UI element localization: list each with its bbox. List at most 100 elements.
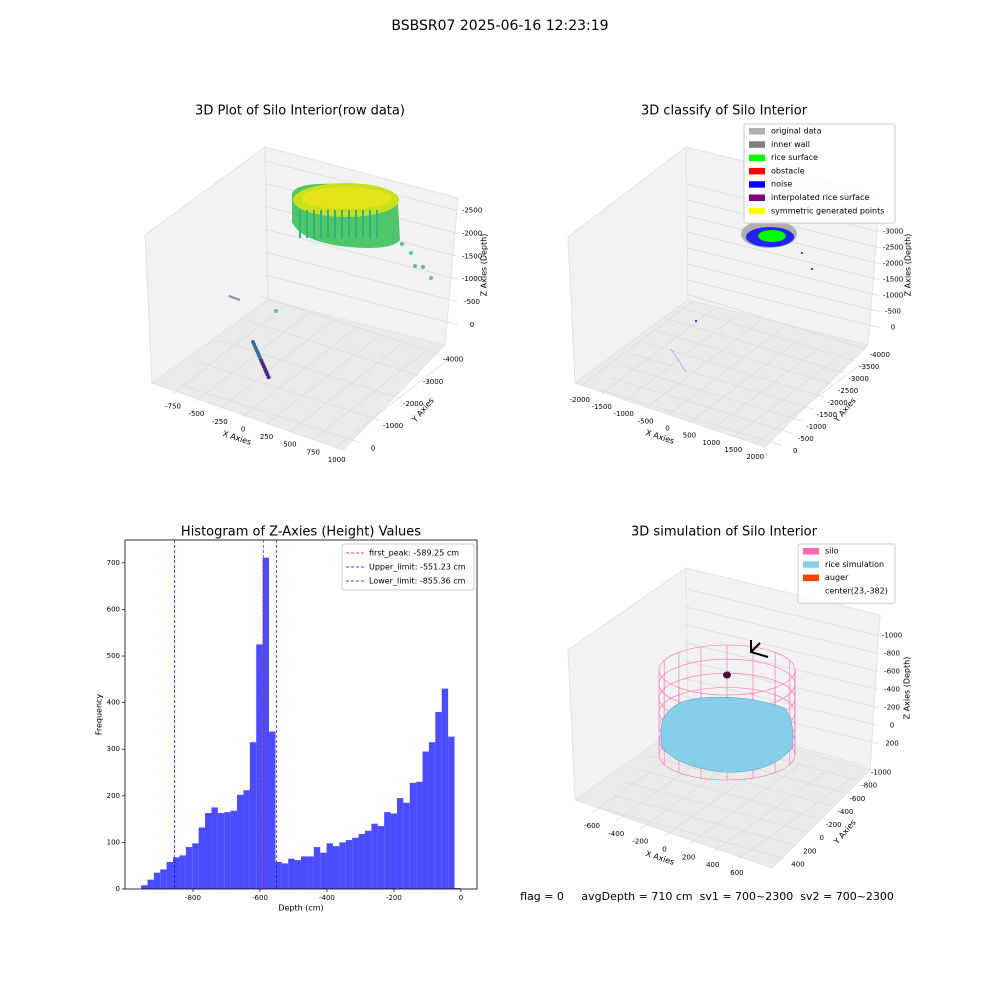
- pane: [150, 299, 446, 451]
- bar: [211, 807, 218, 889]
- x-tick-label: -1500: [592, 403, 612, 411]
- silo-wire: [658, 644, 796, 696]
- grid-line: [683, 660, 879, 708]
- z-tick-label: -1000: [882, 632, 902, 640]
- legend-swatch: [803, 587, 819, 595]
- grid-line: [675, 305, 856, 362]
- grid-line: [637, 768, 820, 820]
- grid-line: [733, 351, 846, 438]
- grid-line: [754, 358, 868, 445]
- grid-line: [196, 312, 309, 402]
- y-tick-label: -2500: [838, 387, 858, 395]
- z-axis-label: Z Axies (Depth): [480, 234, 489, 297]
- grid-line: [258, 295, 440, 355]
- x-tick-label: 250: [260, 433, 273, 441]
- x-tick-label: -250: [212, 418, 228, 426]
- point: [801, 252, 803, 254]
- point-cloud: [758, 230, 786, 242]
- bar: [416, 781, 423, 889]
- x-tick-label: -500: [638, 417, 654, 425]
- legend-box: [341, 543, 475, 591]
- z-tick-label: 0: [891, 323, 895, 331]
- bar: [326, 843, 333, 889]
- x-tick-label: 200: [682, 853, 695, 861]
- bar: [198, 827, 206, 889]
- bar: [141, 885, 148, 889]
- bar: [185, 847, 193, 889]
- bar: [179, 855, 186, 889]
- grid-line: [242, 328, 356, 417]
- bar: [147, 879, 154, 889]
- bar: [237, 794, 244, 889]
- legend-swatch: [749, 194, 765, 201]
- z-tick-label: -1000: [462, 275, 482, 283]
- y-tick-label: 0: [116, 885, 120, 893]
- x-axis-label: X Axies: [222, 429, 253, 447]
- grid-line: [266, 335, 379, 425]
- grid-line: [711, 344, 824, 431]
- point-cloud: [301, 187, 391, 209]
- x-axis-label: X Axies: [645, 849, 676, 867]
- bar: [281, 863, 289, 889]
- x-tick-label: -200: [386, 894, 402, 902]
- x-tick-label: -800: [185, 894, 201, 902]
- y-tick-label: -200: [826, 821, 842, 829]
- legend-label: auger: [825, 573, 849, 582]
- grid-line: [664, 317, 845, 374]
- y-tick-label: 400: [791, 860, 804, 868]
- grid-line: [712, 771, 826, 853]
- grid-line: [685, 293, 866, 350]
- grid-line: [683, 606, 879, 654]
- grid-line: [178, 383, 360, 443]
- bar: [166, 861, 174, 889]
- point: [811, 268, 813, 270]
- legend-label: noise: [771, 180, 792, 189]
- bar: [435, 711, 442, 889]
- legend-label: center(23,-382): [825, 586, 888, 595]
- grid-line: [664, 756, 777, 837]
- y-tick-label: -4000: [443, 356, 463, 364]
- grid-line: [688, 764, 801, 845]
- bar: [173, 857, 180, 889]
- point: [274, 309, 278, 313]
- grid-line: [684, 247, 880, 296]
- grid-line: [683, 642, 879, 690]
- bar: [384, 812, 391, 889]
- x-tick-label: 750: [307, 448, 320, 456]
- bar: [428, 742, 436, 889]
- bar: [448, 736, 455, 889]
- y-tick-label: 400: [107, 699, 120, 707]
- x-tick-label: 0: [459, 894, 463, 902]
- y-tick-label: -400: [837, 808, 853, 816]
- bar: [205, 813, 212, 889]
- x-tick-label: 0: [662, 846, 666, 854]
- bar: [269, 731, 276, 889]
- grid-line: [683, 624, 879, 672]
- z-tick-label: -1500: [883, 276, 903, 284]
- x-tick-label: 1000: [702, 439, 720, 447]
- grid-line: [689, 337, 802, 423]
- legend-label: symmetric generated points: [771, 206, 884, 215]
- x-tick-label: 500: [283, 441, 296, 449]
- status-text: flag = 0 avgDepth = 710 cm sv1 = 700~230…: [520, 890, 894, 903]
- z-tick-label: -2500: [462, 207, 482, 215]
- legend-label: Lower_limit: -855.36 cm: [369, 577, 466, 586]
- legend-swatch: [749, 181, 765, 188]
- grid-line: [653, 329, 835, 386]
- grid-line: [684, 231, 880, 280]
- bar: [275, 861, 282, 889]
- z-axis-label: Z Axies (Depth): [904, 234, 913, 297]
- grid-line: [667, 330, 780, 416]
- bar: [224, 812, 231, 889]
- y-tick-label: -3000: [848, 375, 868, 383]
- grid-line: [219, 320, 333, 410]
- bar: [301, 856, 308, 889]
- x-tick-label: 600: [730, 869, 743, 877]
- grid-line: [172, 305, 286, 394]
- bar: [230, 810, 238, 889]
- point: [429, 276, 433, 280]
- y-tick-label: 0: [793, 447, 797, 455]
- x-tick-label: -400: [319, 894, 335, 902]
- grid-line: [579, 301, 693, 388]
